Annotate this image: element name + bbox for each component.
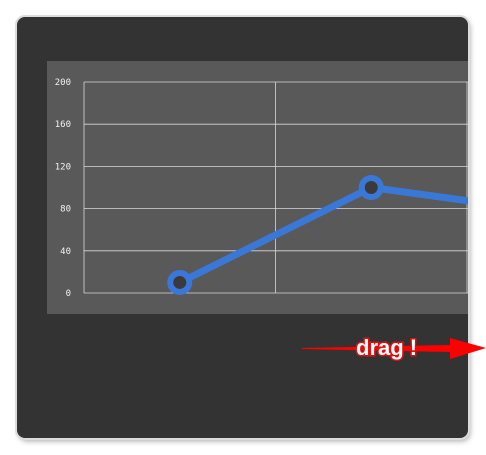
series-line: [178, 184, 468, 286]
y-tick-label: 200: [55, 78, 71, 88]
y-tick-label: 160: [55, 120, 71, 130]
chart-panel: 0 40 80 120 160 200: [17, 17, 468, 438]
marker-layer[interactable]: [167, 175, 468, 295]
data-point-marker[interactable]: [167, 269, 193, 295]
y-tick-label: 0: [66, 289, 71, 299]
y-tick-label: 120: [55, 162, 71, 172]
series-layer: [178, 184, 468, 286]
chart-area[interactable]: 0 40 80 120 160 200: [47, 61, 468, 314]
grid-layer: [83, 81, 468, 294]
drag-arrow-icon: [302, 338, 486, 359]
drag-label: drag !: [356, 335, 417, 360]
y-tick-label: 80: [60, 205, 71, 215]
data-point-marker[interactable]: [358, 175, 384, 200]
y-tick-label: 40: [60, 247, 71, 257]
drag-annotation: drag !: [300, 330, 486, 370]
y-tick-labels: 0 40 80 120 160 200: [55, 78, 71, 299]
line-chart[interactable]: 0 40 80 120 160 200: [47, 61, 468, 314]
